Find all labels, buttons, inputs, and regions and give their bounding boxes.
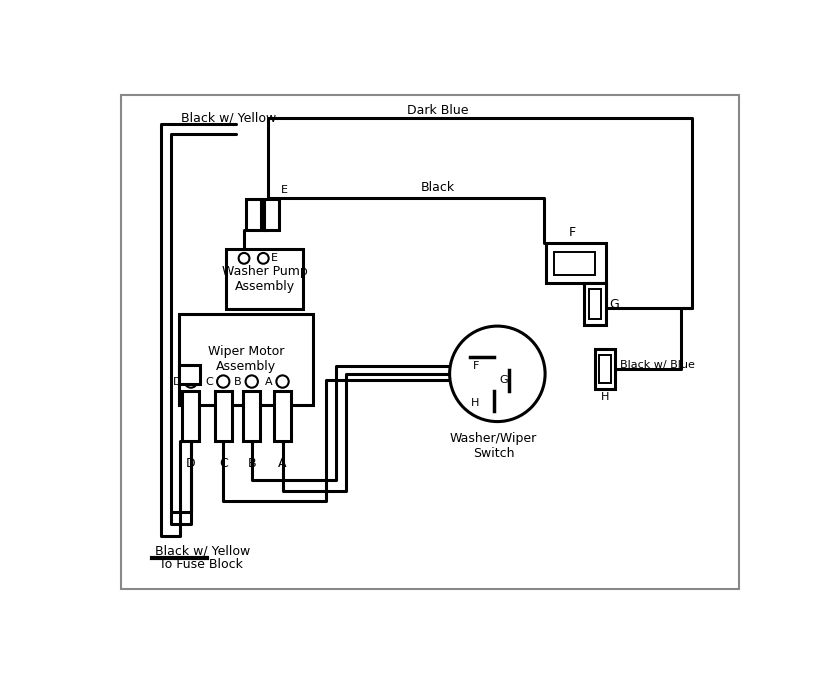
Bar bbox=[274, 391, 291, 441]
Bar bbox=[246, 199, 261, 230]
Text: C: C bbox=[219, 457, 227, 470]
Text: H: H bbox=[471, 398, 479, 408]
Text: E: E bbox=[271, 253, 278, 263]
Text: F: F bbox=[569, 226, 576, 239]
Circle shape bbox=[258, 253, 268, 264]
Bar bbox=[179, 365, 201, 384]
Circle shape bbox=[276, 375, 289, 388]
Text: A: A bbox=[279, 457, 287, 470]
Text: To Fuse Block: To Fuse Block bbox=[159, 559, 243, 571]
Text: G: G bbox=[609, 298, 618, 311]
Circle shape bbox=[217, 375, 229, 388]
Bar bbox=[243, 391, 260, 441]
Text: Black: Black bbox=[421, 181, 455, 194]
Text: B: B bbox=[248, 457, 256, 470]
Bar bbox=[227, 249, 304, 309]
Text: C: C bbox=[206, 376, 213, 387]
Bar bbox=[599, 355, 612, 383]
Text: A: A bbox=[265, 376, 273, 387]
Bar bbox=[264, 199, 279, 230]
Circle shape bbox=[450, 326, 545, 422]
Text: E: E bbox=[281, 185, 288, 195]
Text: G: G bbox=[499, 375, 508, 385]
Text: H: H bbox=[601, 392, 609, 402]
Bar bbox=[554, 252, 595, 276]
Text: Washer Pump
Assembly: Washer Pump Assembly bbox=[222, 265, 308, 293]
Text: Black w/ Yellow: Black w/ Yellow bbox=[154, 544, 250, 557]
Text: D: D bbox=[186, 457, 195, 470]
Text: Washer/Wiper
Switch: Washer/Wiper Switch bbox=[450, 433, 537, 460]
Bar bbox=[595, 349, 615, 389]
Circle shape bbox=[246, 375, 258, 388]
Text: D: D bbox=[172, 376, 181, 387]
Bar bbox=[215, 391, 232, 441]
Bar bbox=[182, 391, 200, 441]
Text: Wiper Motor
Assembly: Wiper Motor Assembly bbox=[208, 345, 284, 373]
Text: B: B bbox=[234, 376, 242, 387]
Bar bbox=[585, 283, 606, 326]
Bar bbox=[179, 313, 313, 405]
Bar bbox=[589, 289, 602, 319]
Text: F: F bbox=[472, 361, 479, 371]
Circle shape bbox=[185, 375, 197, 388]
Text: Dark Blue: Dark Blue bbox=[407, 104, 469, 117]
Text: Black w/ Blue: Black w/ Blue bbox=[620, 360, 695, 370]
Circle shape bbox=[238, 253, 249, 264]
Text: Black w/ Yellow: Black w/ Yellow bbox=[181, 112, 276, 125]
Bar bbox=[546, 243, 606, 283]
